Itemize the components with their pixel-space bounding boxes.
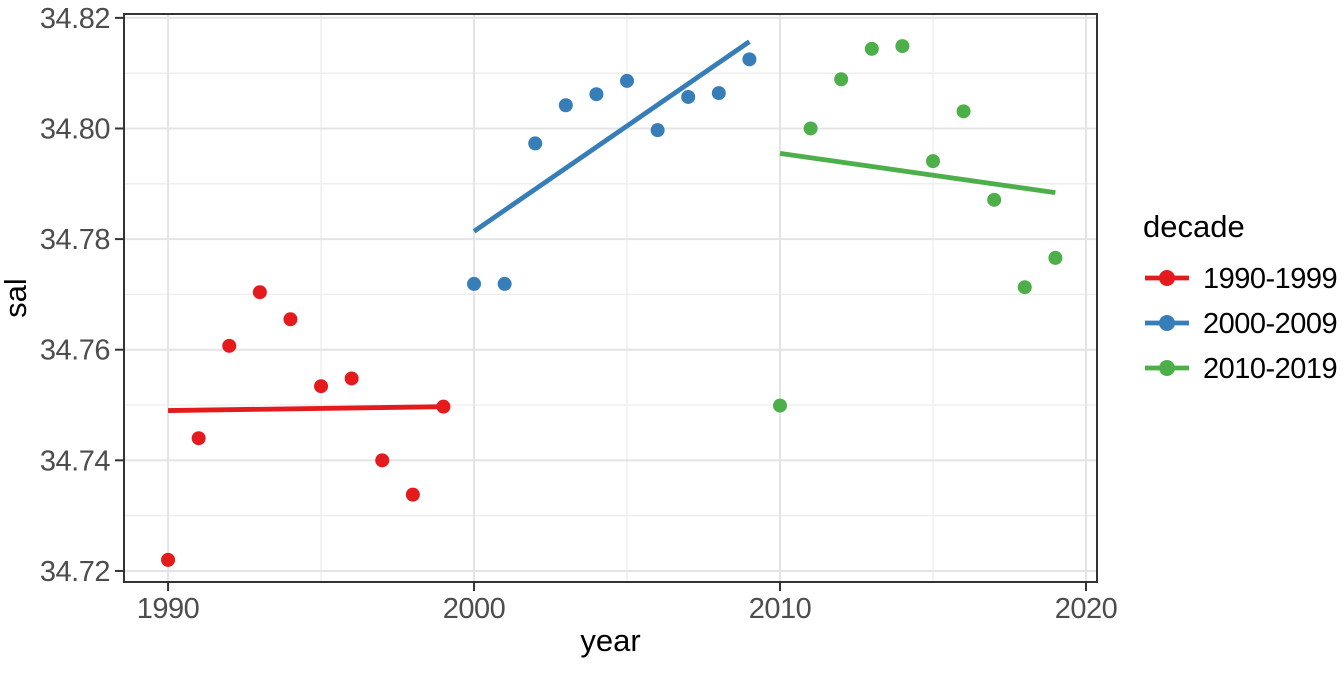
trend-line-2010-2019 [779, 150, 1056, 196]
y-tick-label-34.78: 34.78 [40, 224, 110, 256]
data-point-1990-1999-1992 [222, 338, 237, 353]
data-point-2010-2019-2012 [834, 72, 849, 87]
legend-label-2010-2019: 2010-2019 [1203, 353, 1337, 385]
data-point-2010-2019-2011 [803, 121, 818, 136]
data-point-1990-1999-1990 [161, 552, 176, 567]
data-point-2010-2019-2017 [987, 192, 1002, 207]
data-point-2000-2009-2004 [589, 87, 604, 102]
data-point-2000-2009-2000 [467, 276, 482, 291]
data-point-2000-2009-2008 [711, 86, 726, 101]
x-tick-label-2020: 2020 [1055, 593, 1118, 625]
trend-line-2000-2009 [472, 39, 751, 234]
legend-key-dot-2000-2009 [1159, 315, 1175, 331]
data-point-2000-2009-2006 [650, 123, 665, 138]
panel-background [124, 14, 1097, 582]
data-point-1990-1999-1994 [283, 312, 298, 327]
data-point-2010-2019-2013 [864, 41, 879, 56]
data-point-2010-2019-2010 [773, 398, 788, 413]
data-point-1990-1999-1991 [191, 431, 206, 446]
legend-key-dot-1990-1999 [1159, 270, 1175, 286]
y-tick-label-34.82: 34.82 [40, 3, 110, 35]
legend-label-2000-2009: 2000-2009 [1203, 308, 1337, 340]
data-point-2010-2019-2019 [1048, 250, 1063, 265]
y-tick-label-34.76: 34.76 [40, 335, 110, 367]
panel-border [123, 13, 1098, 583]
data-point-2010-2019-2015 [925, 154, 940, 169]
data-point-1990-1999-1997 [375, 453, 390, 468]
data-point-1990-1999-1993 [252, 285, 267, 300]
legend-title: decade [1143, 209, 1245, 244]
data-point-1990-1999-1996 [344, 371, 359, 386]
data-point-2000-2009-2001 [497, 276, 512, 291]
x-axis-title: year [580, 623, 640, 658]
data-point-1990-1999-1995 [314, 379, 329, 394]
data-point-2000-2009-2009 [742, 52, 757, 67]
data-point-2000-2009-2002 [528, 136, 543, 151]
legend-key-dot-2010-2019 [1159, 360, 1175, 376]
y-tick-label-34.74: 34.74 [40, 445, 110, 477]
x-tick-label-2000: 2000 [443, 593, 506, 625]
legend-label-1990-1999: 1990-1999 [1203, 263, 1337, 295]
data-point-1990-1999-1998 [405, 487, 420, 502]
y-tick-label-34.80: 34.80 [40, 113, 110, 145]
x-tick-label-2010: 2010 [749, 593, 812, 625]
x-tick-label-1990: 1990 [137, 593, 200, 625]
data-point-1990-1999-1999 [436, 399, 451, 414]
data-point-2010-2019-2016 [956, 104, 971, 119]
data-point-2000-2009-2005 [620, 73, 635, 88]
data-point-2010-2019-2014 [895, 39, 910, 54]
y-axis-title: sal [0, 278, 33, 318]
trend-line-1990-1999 [168, 404, 444, 413]
y-tick-label-34.72: 34.72 [40, 556, 110, 588]
data-point-2000-2009-2003 [558, 98, 573, 113]
data-point-2010-2019-2018 [1017, 280, 1032, 295]
data-point-2000-2009-2007 [681, 89, 696, 104]
